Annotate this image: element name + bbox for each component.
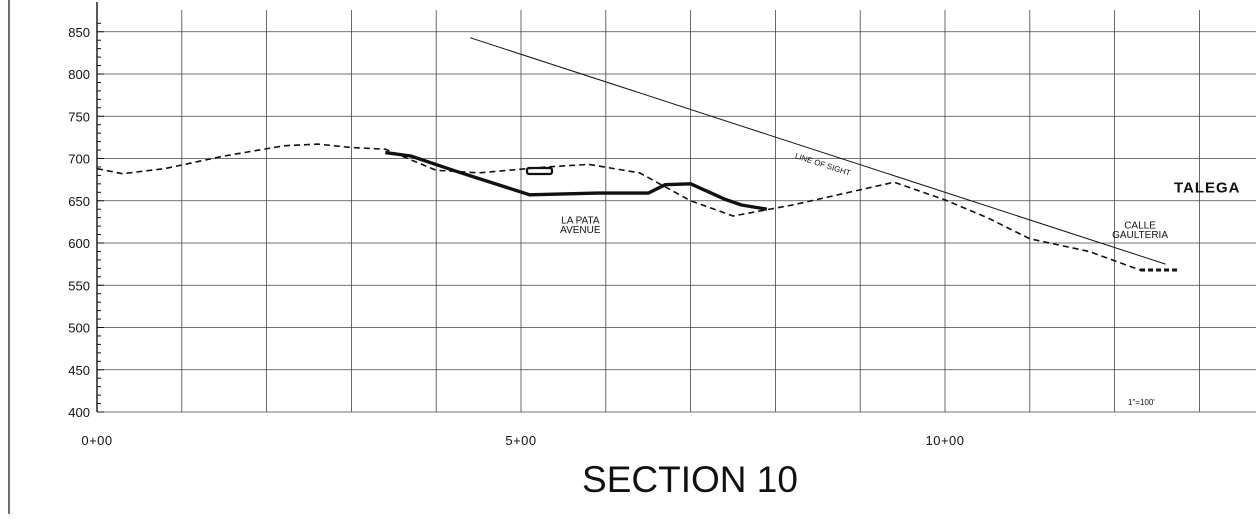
x-tick-label: 0+00 (81, 433, 112, 448)
la-pata-label: LA PATA (561, 216, 600, 227)
y-tick-label: 850 (68, 25, 90, 40)
plaque-icon (525, 166, 554, 176)
avenue-label: AVENUE (560, 225, 601, 236)
axis-layer: 400 450 500 550 600 650 700 750 800 850 0+00 5+00 10… (68, 2, 964, 448)
x-tick-label: 5+00 (505, 433, 536, 448)
section-title: SECTION 10 (582, 459, 798, 500)
y-tick-label: 450 (68, 363, 90, 378)
talega-label: TALEGA (1174, 179, 1241, 196)
line-of-sight-line (469, 37, 1166, 265)
y-tick-label: 800 (68, 67, 90, 82)
y-tick-label: 400 (68, 405, 90, 420)
y-tick-label: 500 (68, 321, 90, 336)
y-tick-label: 700 (68, 152, 90, 167)
x-tick-label: 10+00 (925, 433, 964, 448)
gaulteria-label: GAULTERIA (1112, 230, 1168, 241)
existing-grade-line (96, 143, 1141, 271)
y-tick-label: 600 (68, 236, 90, 251)
calle-label: CALLE (1124, 221, 1156, 232)
y-tick-label: 750 (68, 109, 90, 124)
y-tick-label: 550 (68, 278, 90, 293)
road-profile-line (385, 150, 768, 211)
grid-layer (97, 10, 1256, 413)
series-layer (96, 37, 1179, 272)
scale-note: 1"=100' (1128, 398, 1155, 407)
line-of-sight-label: LINE OF SIGHT (794, 151, 852, 177)
y-tick-label: 650 (68, 194, 90, 209)
